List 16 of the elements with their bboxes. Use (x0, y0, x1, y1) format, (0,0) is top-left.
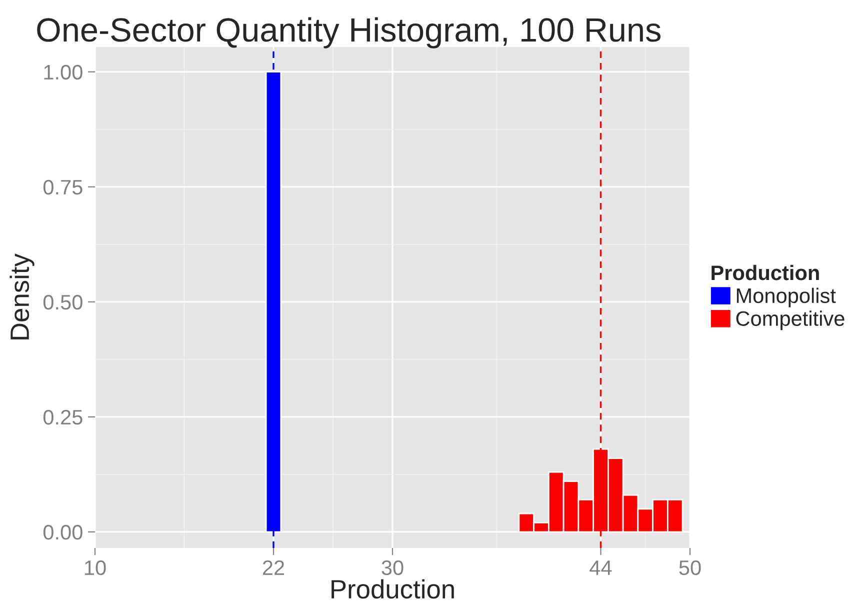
y-axis-title: Density (10, 254, 34, 340)
x-tick-label: 50 (679, 560, 701, 576)
x-tick-label: 22 (262, 560, 284, 575)
legend-label: Monopolist (736, 288, 836, 308)
y-tick-label: 1.00 (44, 64, 82, 80)
x-axis-title: Production (332, 579, 454, 599)
legend-title: Production (712, 264, 819, 280)
legend-label: Competitive (736, 310, 844, 330)
x-tick-label: 30 (382, 560, 404, 576)
y-tick-label: 0.50 (43, 294, 82, 310)
x-tick-label: 10 (85, 560, 106, 576)
y-tick-label: 0.00 (43, 524, 82, 540)
y-tick-label: 0.75 (43, 180, 82, 195)
y-tick-label: 0.25 (43, 410, 82, 425)
x-tick-label: 44 (590, 560, 612, 575)
chart-title: One-Sector Quantity Histogram, 100 Runs (37, 17, 660, 48)
